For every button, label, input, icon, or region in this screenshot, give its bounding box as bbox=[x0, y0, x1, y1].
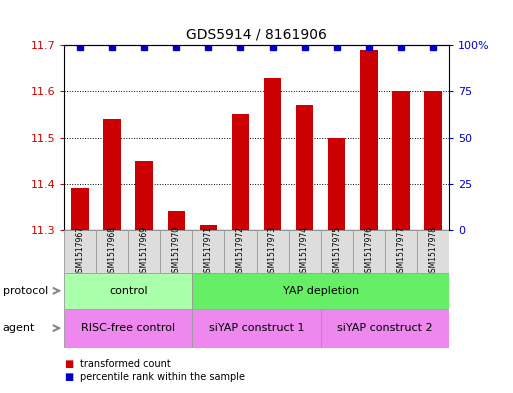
Bar bbox=[64, 273, 192, 309]
Text: GSM1517978: GSM1517978 bbox=[428, 226, 438, 277]
Text: GSM1517976: GSM1517976 bbox=[364, 226, 373, 277]
Text: GSM1517970: GSM1517970 bbox=[172, 226, 181, 277]
Bar bbox=[328, 138, 345, 230]
Text: siYAP construct 2: siYAP construct 2 bbox=[337, 323, 432, 333]
Text: percentile rank within the sample: percentile rank within the sample bbox=[80, 372, 245, 382]
Bar bbox=[353, 230, 385, 273]
Bar bbox=[200, 225, 217, 230]
Bar bbox=[296, 105, 313, 230]
Bar bbox=[128, 230, 160, 273]
Text: siYAP construct 1: siYAP construct 1 bbox=[209, 323, 304, 333]
Bar bbox=[288, 230, 321, 273]
Text: agent: agent bbox=[3, 323, 35, 333]
Bar bbox=[64, 230, 96, 273]
Text: GSM1517971: GSM1517971 bbox=[204, 226, 213, 277]
Text: GSM1517977: GSM1517977 bbox=[396, 226, 405, 277]
Bar bbox=[424, 91, 442, 230]
Text: control: control bbox=[109, 286, 148, 296]
Text: GSM1517969: GSM1517969 bbox=[140, 226, 149, 277]
Bar bbox=[417, 230, 449, 273]
Text: RISC-free control: RISC-free control bbox=[81, 323, 175, 333]
Bar bbox=[192, 273, 449, 309]
Text: GSM1517967: GSM1517967 bbox=[75, 226, 85, 277]
Text: GSM1517975: GSM1517975 bbox=[332, 226, 341, 277]
Bar bbox=[192, 230, 225, 273]
Bar bbox=[64, 309, 192, 348]
Bar bbox=[160, 230, 192, 273]
Text: transformed count: transformed count bbox=[80, 358, 170, 369]
Bar bbox=[225, 230, 256, 273]
Bar bbox=[104, 119, 121, 230]
Bar bbox=[392, 91, 409, 230]
Bar bbox=[321, 230, 353, 273]
Text: GSM1517973: GSM1517973 bbox=[268, 226, 277, 277]
Text: protocol: protocol bbox=[3, 286, 48, 296]
Text: ■: ■ bbox=[64, 372, 73, 382]
Bar bbox=[168, 211, 185, 230]
Text: ■: ■ bbox=[64, 358, 73, 369]
Bar bbox=[71, 188, 89, 230]
Bar bbox=[192, 309, 321, 348]
Bar bbox=[385, 230, 417, 273]
Text: GSM1517974: GSM1517974 bbox=[300, 226, 309, 277]
Title: GDS5914 / 8161906: GDS5914 / 8161906 bbox=[186, 27, 327, 41]
Bar bbox=[264, 77, 281, 230]
Bar bbox=[321, 309, 449, 348]
Bar bbox=[232, 114, 249, 230]
Text: YAP depletion: YAP depletion bbox=[283, 286, 359, 296]
Bar bbox=[96, 230, 128, 273]
Text: GSM1517968: GSM1517968 bbox=[108, 226, 117, 277]
Bar bbox=[360, 50, 378, 230]
Text: GSM1517972: GSM1517972 bbox=[236, 226, 245, 277]
Bar bbox=[135, 161, 153, 230]
Bar bbox=[256, 230, 288, 273]
